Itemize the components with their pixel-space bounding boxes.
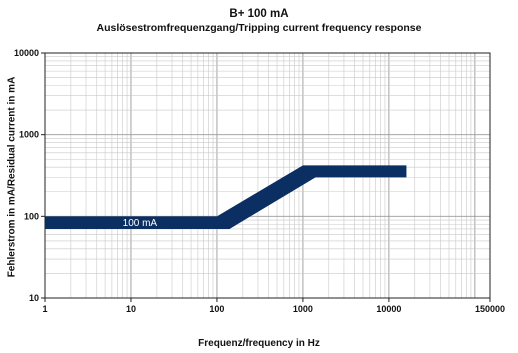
x-tick-label: 10 [126, 304, 136, 314]
band-annotation: 100 mA [123, 218, 158, 229]
x-tick-label: 100 [209, 304, 224, 314]
x-tick-label: 1000 [293, 304, 313, 314]
y-tick-label: 10 [29, 293, 39, 303]
x-axis: 1 10 100 1000 10000 150000 [42, 298, 505, 314]
y-axis-label: Fehlerstrom in mA/Residual current in mA [6, 76, 18, 278]
y-tick-label: 1000 [19, 130, 39, 140]
y-axis: 10 100 1000 10000 [14, 48, 45, 303]
x-tick-label: 1 [42, 304, 47, 314]
tripping-current-band [45, 165, 407, 229]
grid [45, 53, 490, 298]
x-axis-label: Frequenz/frequency in Hz [198, 338, 320, 349]
x-tick-label: 150000 [475, 304, 505, 314]
y-tick-label: 100 [24, 211, 39, 221]
plot-frame [44, 52, 491, 299]
y-tick-label: 10000 [14, 48, 39, 58]
chart-subtitle: Auslösestromfrequenzgang/Tripping curren… [96, 22, 422, 34]
annotations: 100 mA [123, 218, 158, 229]
x-tick-label: 10000 [376, 304, 401, 314]
chart-title: B+ 100 mA [229, 8, 289, 20]
band-layer [45, 165, 407, 229]
